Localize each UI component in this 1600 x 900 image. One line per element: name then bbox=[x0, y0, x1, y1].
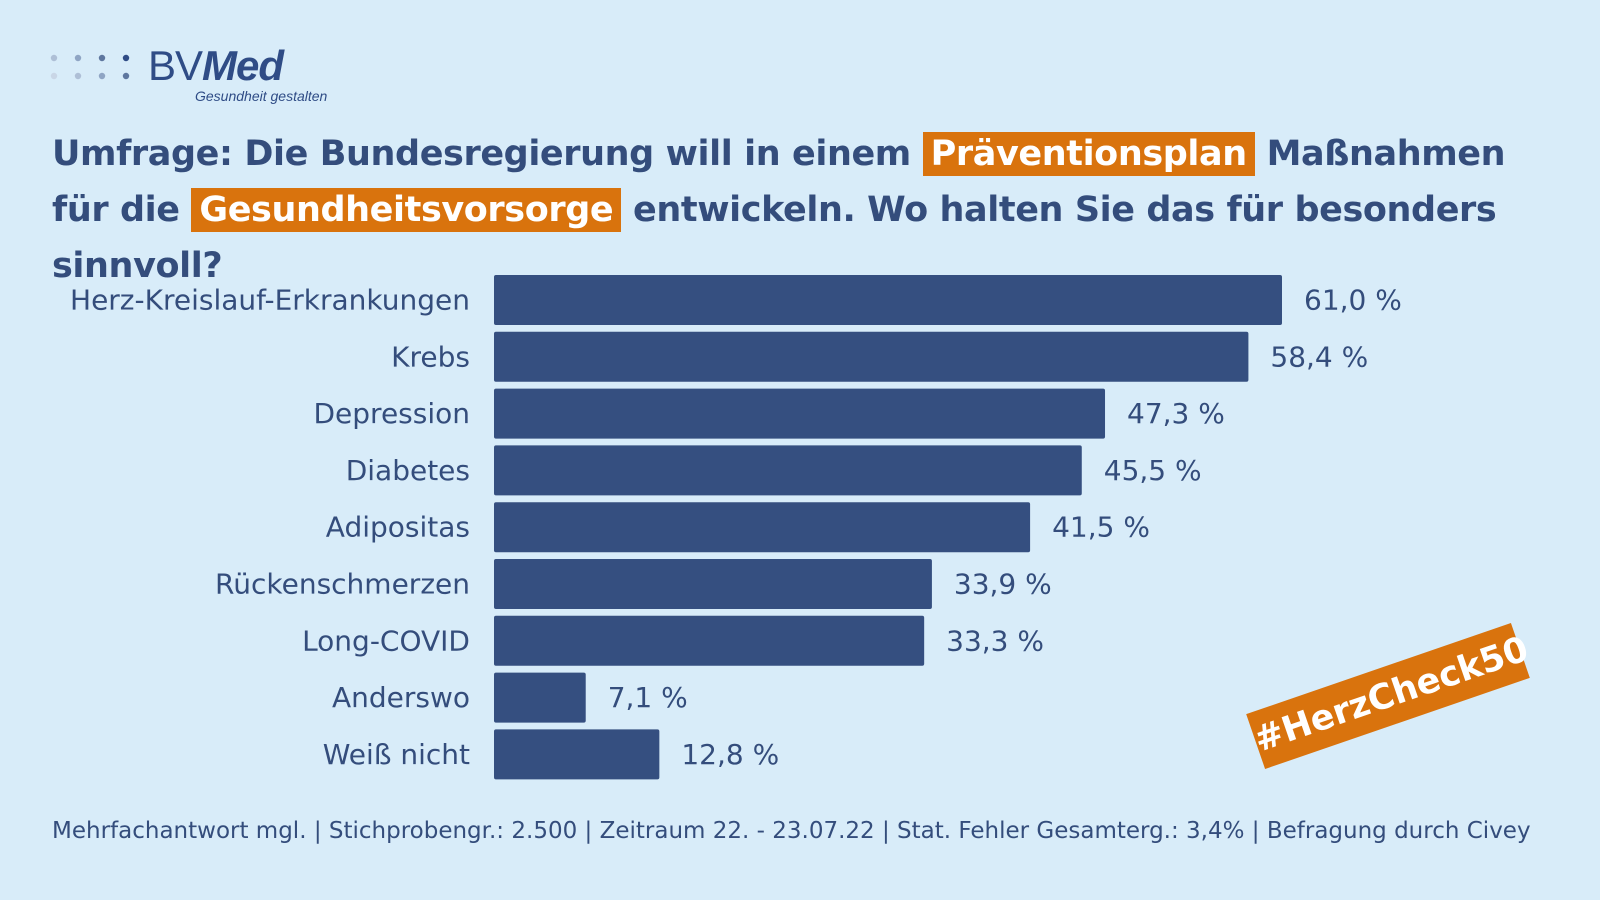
logo-dot bbox=[98, 54, 106, 62]
category-label: Adipositas bbox=[326, 511, 470, 544]
logo-text-med: Med bbox=[202, 42, 284, 89]
value-label: 12,8 % bbox=[681, 738, 779, 771]
value-label: 7,1 % bbox=[608, 681, 688, 714]
logo-dot bbox=[50, 72, 58, 80]
bar bbox=[494, 445, 1082, 496]
category-label: Herz-Kreislauf-Erkrankungen bbox=[70, 284, 470, 317]
title-highlight-praeventionsplan: Präventionsplan bbox=[922, 132, 1255, 176]
logo-tagline: Gesundheit gestalten bbox=[195, 88, 328, 104]
category-label: Long-COVID bbox=[302, 624, 470, 657]
bar bbox=[494, 275, 1282, 325]
category-label: Depression bbox=[313, 397, 470, 430]
category-label: Anderswo bbox=[332, 681, 470, 714]
bar bbox=[494, 559, 932, 609]
value-label: 61,0 % bbox=[1304, 284, 1402, 317]
logo-dot bbox=[122, 54, 130, 62]
chart-title: Umfrage: Die Bundesregierung will in ein… bbox=[52, 126, 1532, 294]
title-part-3: entwickeln. Wo halten Sie das für besond… bbox=[52, 190, 1497, 286]
value-label: 33,3 % bbox=[946, 624, 1044, 657]
footer-note: Mehrfachantwort mgl. | Stichprobengr.: 2… bbox=[52, 818, 1531, 844]
logo-text-bv: BV bbox=[148, 42, 203, 89]
bar bbox=[494, 502, 1031, 553]
logo-dot bbox=[74, 72, 82, 80]
bar bbox=[494, 388, 1106, 439]
value-label: 45,5 % bbox=[1104, 454, 1202, 487]
value-label: 47,3 % bbox=[1127, 397, 1225, 430]
category-label: Weiß nicht bbox=[323, 738, 470, 771]
bar bbox=[494, 729, 660, 780]
logo-dots-icon bbox=[50, 54, 130, 80]
logo-dot bbox=[98, 72, 106, 80]
logo-dot bbox=[50, 54, 58, 62]
value-label: 33,9 % bbox=[954, 568, 1052, 601]
category-label: Rückenschmerzen bbox=[215, 568, 470, 601]
value-label: 41,5 % bbox=[1052, 511, 1150, 544]
bar bbox=[494, 615, 925, 666]
title-part-2: Maßnahmen für die bbox=[52, 134, 1506, 230]
category-label: Diabetes bbox=[346, 454, 470, 487]
bvmed-logo: BVMed Gesundheit gestalten bbox=[48, 44, 348, 108]
value-label: 58,4 % bbox=[1270, 340, 1368, 373]
logo-dot bbox=[122, 72, 130, 80]
bar bbox=[494, 672, 586, 723]
category-label: Krebs bbox=[391, 340, 470, 373]
bar bbox=[494, 331, 1249, 382]
logo-wordmark: BVMed bbox=[148, 42, 284, 89]
title-highlight-gesundheitsvorsorge: Gesundheitsvorsorge bbox=[191, 188, 622, 232]
title-part-1: Umfrage: Die Bundesregierung will in ein… bbox=[52, 134, 923, 174]
logo-dot bbox=[74, 54, 82, 62]
